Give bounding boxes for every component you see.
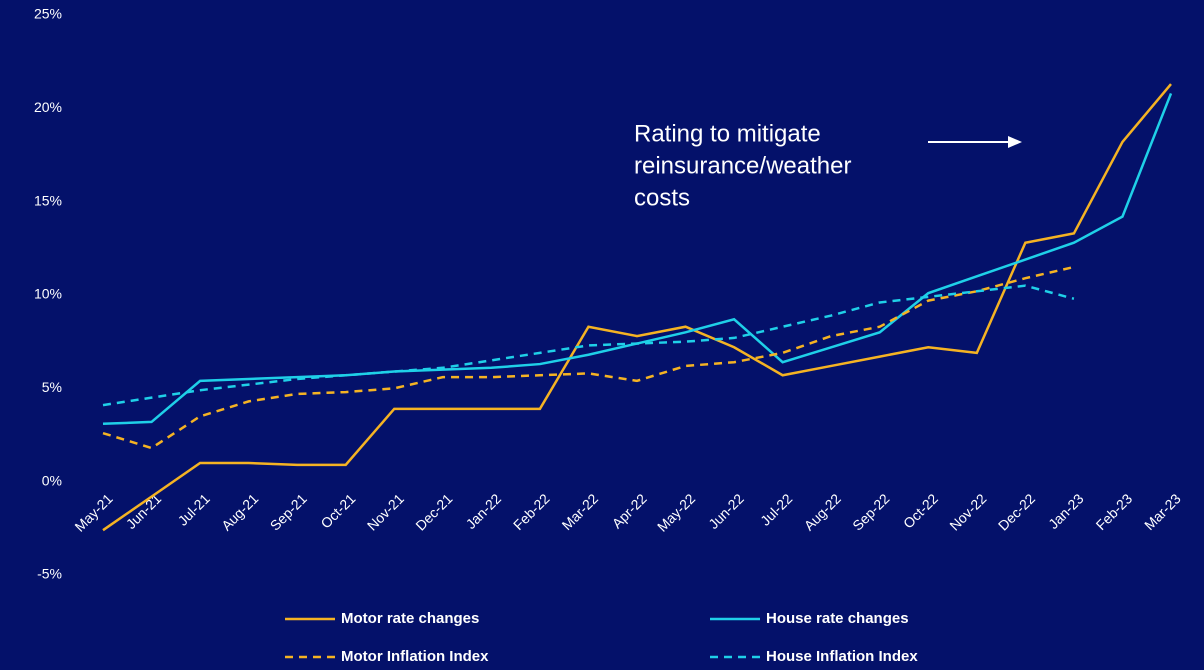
annotation-line: costs — [634, 184, 690, 211]
y-tick-label: 0% — [42, 472, 62, 488]
series-line — [102, 265, 1075, 450]
y-tick-label: 25% — [34, 6, 62, 22]
y-tick-label: 15% — [34, 192, 62, 208]
legend-label: Motor Inflation Index — [341, 648, 489, 665]
y-tick-label: 10% — [34, 286, 62, 302]
y-tick-label: -5% — [37, 566, 62, 582]
series-line — [102, 284, 1075, 407]
annotation-arrowhead — [1008, 136, 1022, 148]
legend-label: House rate changes — [766, 610, 909, 627]
annotation-line: Rating to mitigate — [634, 120, 821, 147]
legend-label: Motor rate changes — [341, 610, 479, 627]
annotation-line: reinsurance/weather — [634, 152, 851, 179]
legend-label: House Inflation Index — [766, 648, 918, 665]
y-tick-label: 5% — [42, 379, 62, 395]
y-tick-label: 20% — [34, 99, 62, 115]
series-line — [102, 83, 1172, 532]
